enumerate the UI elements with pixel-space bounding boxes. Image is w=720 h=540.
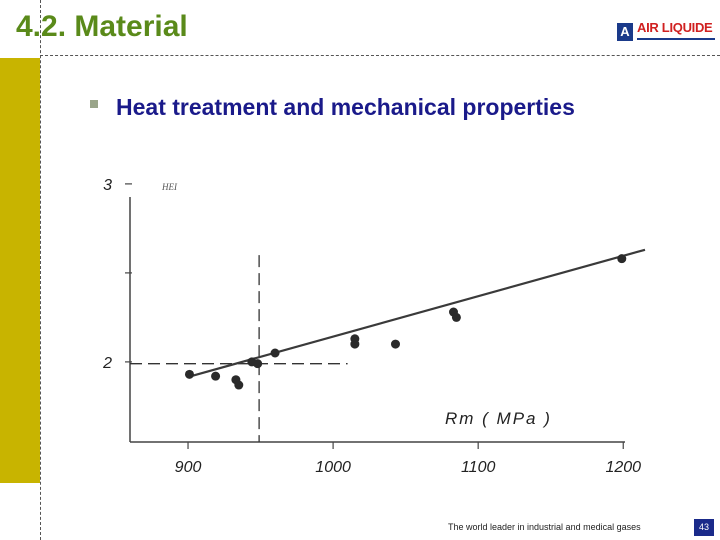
data-point	[234, 380, 244, 390]
data-point	[184, 369, 194, 379]
data-point	[350, 339, 360, 349]
footer-tagline: The world leader in industrial and medic…	[448, 522, 641, 532]
slide-title: 4.2. Material	[16, 10, 188, 43]
trend-line	[190, 248, 646, 378]
data-point	[390, 339, 400, 349]
data-point	[253, 359, 263, 369]
data-point	[270, 348, 280, 358]
x-tick-label: 1100	[461, 459, 496, 476]
bullet-square-icon	[90, 100, 98, 108]
vertical-divider	[40, 0, 41, 540]
left-accent-band	[0, 58, 40, 483]
page-number: 43	[694, 519, 714, 536]
data-point	[211, 371, 221, 381]
x-axis-label: Rm ( MPa )	[445, 409, 552, 428]
logo-mark-icon: A	[617, 23, 633, 41]
x-tick-label: 1200	[605, 459, 641, 476]
slide-subtitle: Heat treatment and mechanical properties	[116, 94, 575, 120]
data-point	[617, 254, 627, 264]
logo-text: AIR LIQUIDE	[637, 20, 713, 35]
data-point	[451, 312, 461, 322]
header-divider	[40, 55, 720, 56]
air-liquide-logo: A AIR LIQUIDE	[617, 18, 717, 44]
hei-vs-rm-scatter-chart: 900 1000 1100 1200 2 3 Rm ( MPa ) HEI	[102, 177, 646, 476]
x-tick-label: 1000	[315, 459, 351, 476]
y-axis-label: HEI	[161, 182, 178, 192]
y-tick-label: 2	[102, 355, 112, 372]
x-tick-label: 900	[175, 459, 202, 476]
logo-underline	[637, 38, 715, 40]
y-tick-label: 3	[103, 177, 112, 194]
